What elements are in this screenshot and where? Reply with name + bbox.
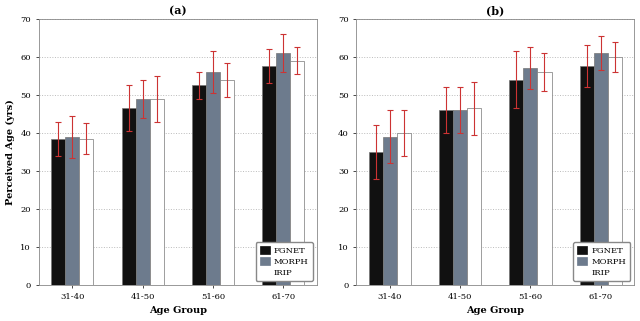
Bar <box>369 152 383 285</box>
Bar <box>580 66 594 285</box>
Legend: FGNET, MORPH, IRIP: FGNET, MORPH, IRIP <box>255 242 313 281</box>
Bar <box>262 66 276 285</box>
Bar <box>509 80 524 285</box>
Bar <box>467 108 481 285</box>
Bar <box>594 53 608 285</box>
Bar <box>122 108 136 285</box>
Bar <box>51 139 65 285</box>
X-axis label: Age Group: Age Group <box>467 307 524 316</box>
Legend: FGNET, MORPH, IRIP: FGNET, MORPH, IRIP <box>573 242 630 281</box>
Bar <box>276 53 290 285</box>
Bar <box>453 110 467 285</box>
Bar <box>65 137 79 285</box>
Bar <box>220 80 234 285</box>
Bar <box>524 68 538 285</box>
Bar <box>538 72 552 285</box>
Title: (b): (b) <box>486 5 504 17</box>
Bar <box>383 137 397 285</box>
Bar <box>192 85 206 285</box>
Bar <box>608 57 622 285</box>
Bar <box>79 139 93 285</box>
X-axis label: Age Group: Age Group <box>148 307 207 316</box>
Title: (a): (a) <box>169 5 187 17</box>
Bar <box>136 99 150 285</box>
Bar <box>290 61 304 285</box>
Bar <box>439 110 453 285</box>
Bar <box>206 72 220 285</box>
Bar <box>150 99 164 285</box>
Bar <box>397 133 411 285</box>
Y-axis label: Perceived Age (yrs): Perceived Age (yrs) <box>6 99 15 205</box>
